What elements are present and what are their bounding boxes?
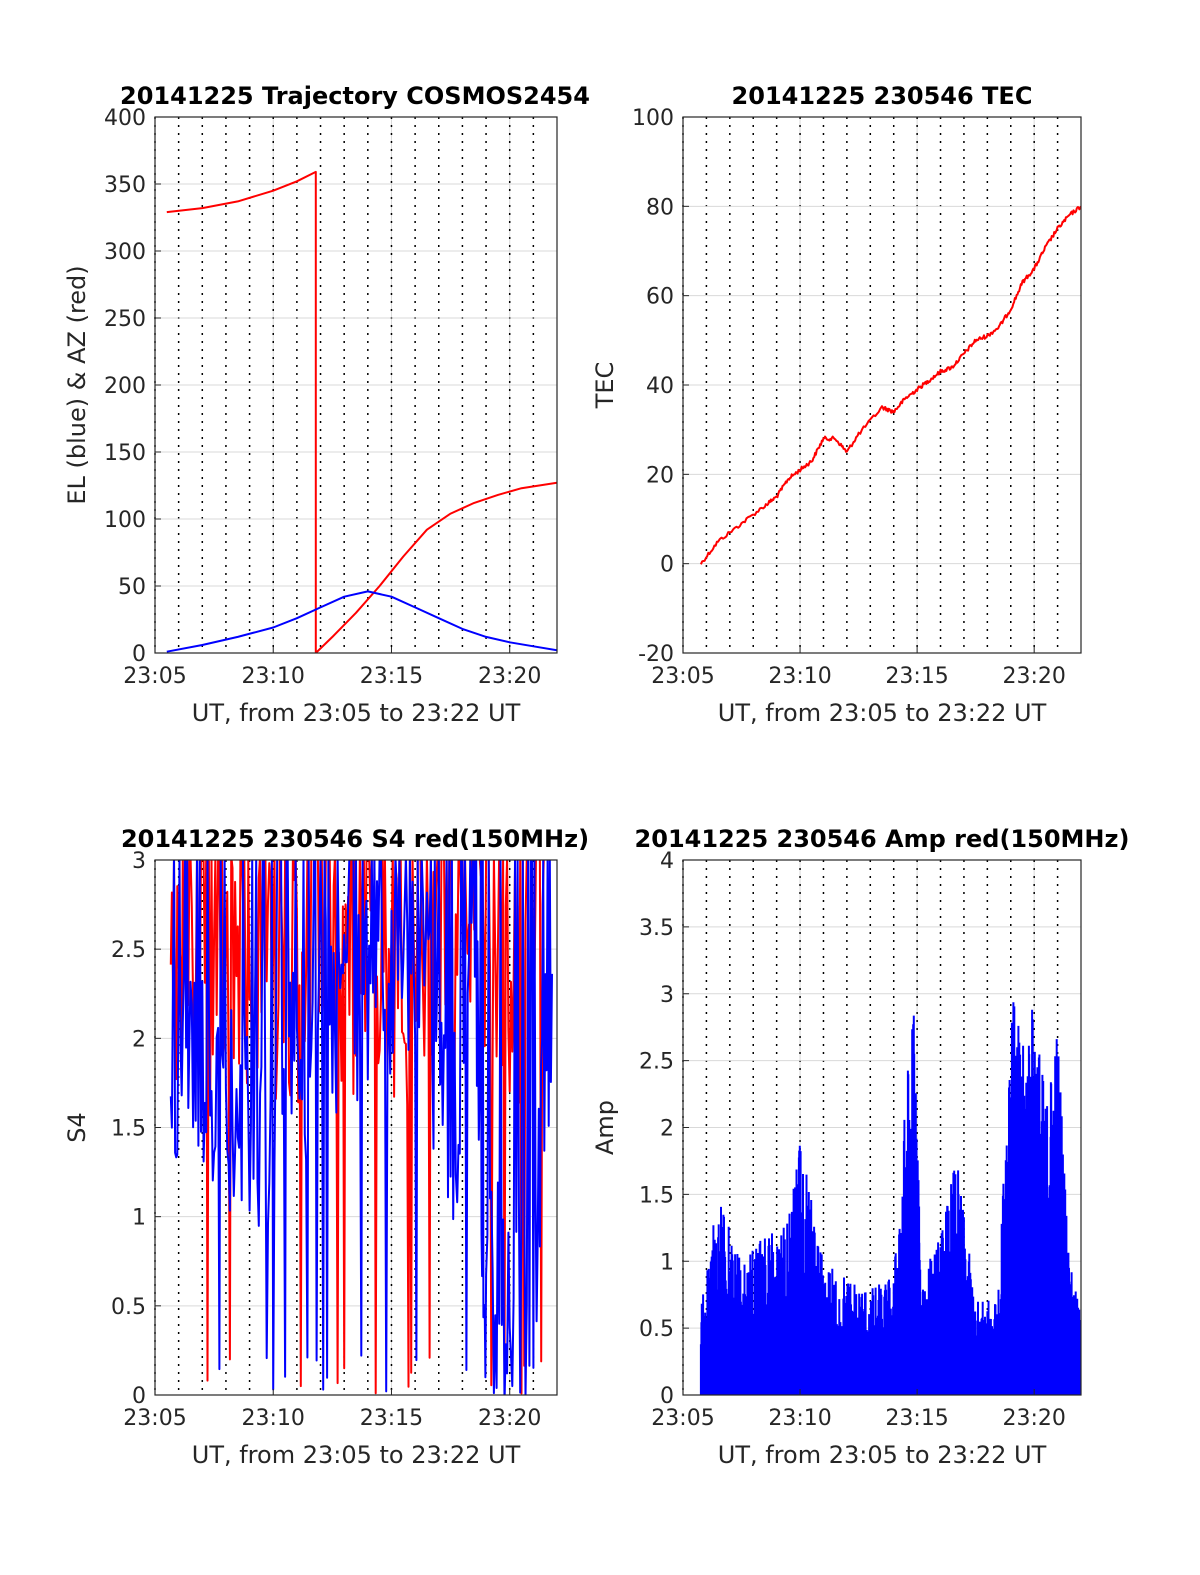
series-line-blue	[699, 1002, 1081, 1395]
y-tick-label: 4	[660, 849, 674, 874]
y-tick-label: 1.5	[111, 1117, 146, 1142]
y-tick-label: 20	[646, 463, 674, 488]
x-axis-label: UT, from 23:05 to 23:22 UT	[718, 699, 1047, 727]
y-tick-label: 50	[118, 575, 146, 600]
y-tick-label: 1	[660, 1250, 674, 1275]
x-tick-label: 23:20	[478, 664, 541, 689]
y-tick-label: 2.5	[111, 938, 146, 963]
y-tick-label: -20	[638, 642, 674, 667]
y-tick-label: 2.5	[639, 1050, 674, 1075]
x-tick-label: 23:10	[768, 664, 831, 689]
chart-title: 20141225 230546 Amp red(150MHz)	[635, 825, 1130, 853]
y-tick-label: 1	[132, 1206, 146, 1231]
y-axis-label: Amp	[591, 1100, 619, 1155]
y-tick-label: 60	[646, 285, 674, 310]
y-tick-label: 3	[660, 983, 674, 1008]
series-line-red	[699, 205, 1081, 565]
y-axis-label: TEC	[591, 362, 619, 410]
x-axis-label: UT, from 23:05 to 23:22 UT	[192, 699, 521, 727]
y-tick-label: 0	[132, 642, 146, 667]
x-tick-label: 23:20	[478, 1406, 541, 1431]
y-tick-label: 400	[104, 106, 146, 131]
y-tick-label: 1.5	[639, 1183, 674, 1208]
series-group	[699, 1002, 1081, 1395]
y-tick-label: 100	[632, 106, 674, 131]
y-tick-label: 2	[132, 1027, 146, 1052]
y-tick-label: 0.5	[639, 1317, 674, 1342]
x-tick-label: 23:10	[242, 1406, 305, 1431]
chart-panel-1: 23:05 23:10 23:15 23:20 0 50 100 150 200 250 300 35…	[63, 82, 590, 727]
y-tick-label: 350	[104, 173, 146, 198]
y-tick-label: 80	[646, 195, 674, 220]
y-tick-label: 250	[104, 307, 146, 332]
y-tick-label: 40	[646, 374, 674, 399]
series-line-blue	[166, 590, 557, 653]
y-tick-label: 3.5	[639, 916, 674, 941]
series-group	[166, 170, 557, 653]
x-tick-label: 23:20	[1002, 664, 1065, 689]
y-axis-label: S4	[63, 1112, 91, 1143]
x-tick-label: 23:15	[360, 1406, 423, 1431]
series-group	[699, 205, 1081, 565]
x-tick-label: 23:20	[1002, 1406, 1065, 1431]
y-tick-label: 2	[660, 1117, 674, 1142]
y-tick-label: 0	[660, 553, 674, 578]
x-tick-label: 23:05	[123, 664, 186, 689]
y-tick-label: 3	[132, 849, 146, 874]
chart-panel-4: 23:05 23:10 23:15 23:20 0 0.5 1 1.5 2 2.5 3 3.5 4 UT,…	[591, 825, 1129, 1469]
x-tick-label: 23:15	[885, 1406, 948, 1431]
chart-panel-3: 23:05 23:10 23:15 23:20 0 0.5 1 1.5 2 2.5 3 UT, fro…	[63, 825, 589, 1469]
y-tick-label: 150	[104, 441, 146, 466]
y-tick-label: 0.5	[111, 1295, 146, 1320]
series-group	[169, 860, 553, 1395]
y-tick-label: 0	[660, 1384, 674, 1409]
series-line-blue	[169, 860, 553, 1395]
y-tick-label: 300	[104, 240, 146, 265]
chart-title: 20141225 Trajectory COSMOS2454	[120, 82, 590, 110]
x-axis-label: UT, from 23:05 to 23:22 UT	[718, 1441, 1047, 1469]
x-tick-label: 23:15	[885, 664, 948, 689]
y-tick-label: 200	[104, 374, 146, 399]
x-tick-label: 23:05	[651, 1406, 714, 1431]
y-tick-label: 100	[104, 508, 146, 533]
y-tick-label: 0	[132, 1384, 146, 1409]
chart-title: 20141225 230546 TEC	[732, 82, 1033, 110]
x-tick-label: 23:05	[123, 1406, 186, 1431]
x-tick-label: 23:10	[242, 664, 305, 689]
series-line-red	[166, 170, 557, 653]
x-tick-label: 23:05	[651, 664, 714, 689]
x-axis-label: UT, from 23:05 to 23:22 UT	[192, 1441, 521, 1469]
chart-title: 20141225 230546 S4 red(150MHz)	[121, 825, 589, 853]
x-tick-label: 23:10	[768, 1406, 831, 1431]
chart-panel-2: 23:05 23:10 23:15 23:20 -20 0 20 40 60 80 100 UT, f…	[591, 82, 1082, 727]
y-axis-label: EL (blue) & AZ (red)	[63, 265, 91, 504]
x-tick-label: 23:15	[360, 664, 423, 689]
